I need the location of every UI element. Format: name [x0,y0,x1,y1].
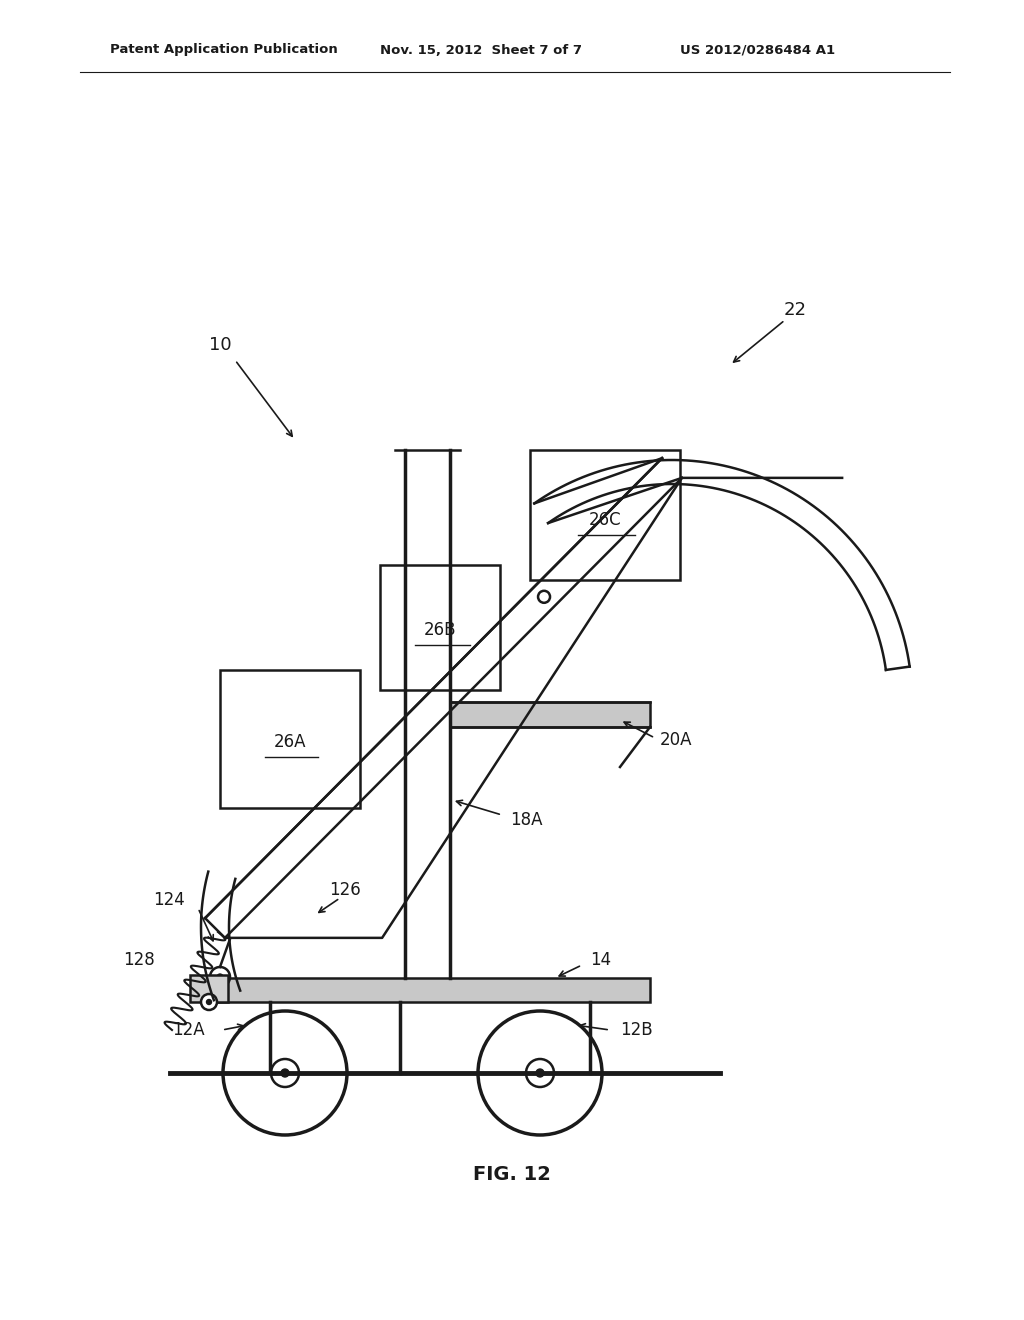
Polygon shape [190,975,228,1002]
Text: 128: 128 [123,950,155,969]
Polygon shape [380,565,500,690]
Circle shape [207,999,212,1005]
Circle shape [526,1059,554,1086]
Circle shape [271,1059,299,1086]
Polygon shape [218,978,650,1002]
Circle shape [201,994,217,1010]
Text: FIG. 12: FIG. 12 [473,1166,551,1184]
Text: 26B: 26B [424,620,457,639]
Text: 26C: 26C [589,511,622,529]
Text: 126: 126 [329,880,360,899]
Polygon shape [450,702,650,727]
Text: Nov. 15, 2012  Sheet 7 of 7: Nov. 15, 2012 Sheet 7 of 7 [380,44,582,57]
Text: 26A: 26A [273,733,306,751]
Text: 14: 14 [590,950,611,969]
Text: Patent Application Publication: Patent Application Publication [110,44,338,57]
Text: 18A: 18A [510,810,543,829]
Polygon shape [530,450,680,579]
Text: 12B: 12B [620,1020,652,1039]
Text: 22: 22 [783,301,807,319]
Text: 124: 124 [154,891,185,909]
Circle shape [210,968,230,987]
Circle shape [478,1011,602,1135]
Text: 20A: 20A [660,731,692,748]
Text: US 2012/0286484 A1: US 2012/0286484 A1 [680,44,836,57]
Text: 12A: 12A [172,1020,205,1039]
Circle shape [536,1069,544,1077]
Circle shape [281,1069,289,1077]
Text: 10: 10 [209,337,231,354]
Polygon shape [220,671,360,808]
Circle shape [217,974,223,979]
Circle shape [223,1011,347,1135]
